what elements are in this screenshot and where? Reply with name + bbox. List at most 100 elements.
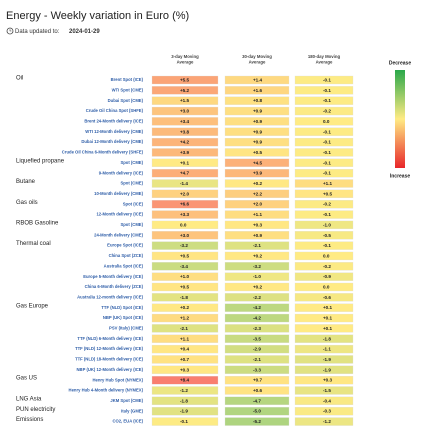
cell-value: -4.2: [253, 316, 261, 321]
cell-value: +0.3: [180, 367, 190, 372]
cell-value: +1.2: [180, 316, 190, 321]
cell: [294, 365, 354, 374]
cell-value: +1.0: [180, 274, 190, 279]
cell: [224, 282, 290, 292]
instrument: Henry Hub Spot (NYMEX): [93, 377, 144, 382]
instrument: NBP (UK) Spot (ICE): [103, 315, 144, 320]
cell: [294, 272, 354, 281]
cell-value: -0.1: [180, 419, 188, 424]
cell-value: +2.0: [180, 191, 190, 196]
cell: [151, 148, 219, 157]
instrument: Henry Hub 4-Month delivery (NYMEX): [69, 388, 144, 393]
cell: [294, 262, 354, 271]
cell-value: +0.1: [180, 160, 190, 165]
cell: [151, 189, 219, 199]
cell: [294, 179, 354, 188]
cell: [151, 200, 219, 209]
group-label: Thermal coal: [16, 241, 51, 247]
cell-value: +1.1: [253, 212, 263, 217]
cell-value: -0.1: [323, 212, 331, 217]
cell: [151, 334, 219, 343]
cell: [151, 241, 219, 250]
cell-value: +0.2: [253, 285, 263, 290]
updated-label: Data updated to:: [15, 29, 60, 35]
cell-value: +0.9: [253, 109, 263, 114]
cell-value: +0.1: [323, 316, 333, 321]
cell: [151, 86, 219, 95]
cell: [294, 189, 354, 199]
cell-value: +0.3: [323, 378, 333, 383]
cell: [224, 324, 290, 333]
cell-value: +0.1: [323, 305, 333, 310]
cell: [294, 417, 354, 426]
group-label: Butane: [16, 179, 36, 185]
cell: [151, 210, 219, 219]
cell: [224, 179, 290, 188]
cell-value: -0.1: [323, 243, 331, 248]
cell: [224, 148, 290, 157]
cell-value: -3.2: [253, 264, 261, 269]
cell-value: -3.3: [253, 367, 261, 372]
cell: [151, 168, 219, 178]
cell-value: -1.2: [180, 388, 188, 393]
cell: [294, 127, 354, 136]
cell-value: +4.2: [180, 140, 190, 145]
cell: [224, 210, 290, 219]
cell-value: +1.6: [253, 88, 263, 93]
cell: [294, 282, 354, 292]
cell: [294, 86, 354, 95]
instrument: Crude Oil China Spot (SHFE): [86, 108, 144, 113]
instrument: Brent 24-Month delivery (ICE): [84, 119, 143, 124]
cell: [294, 396, 354, 406]
cell-value: +0.5: [180, 285, 190, 290]
cell: [224, 344, 290, 354]
cell: [294, 168, 354, 178]
cell-value: +3.8: [180, 129, 190, 134]
cell-value: -0.1: [323, 150, 331, 155]
cell-value: +0.7: [180, 357, 190, 362]
cell: [294, 313, 354, 323]
cell-value: +1.4: [253, 78, 263, 83]
cell-value: +0.5: [323, 191, 333, 196]
group-label: PUN electricity: [16, 407, 55, 413]
cell-value: -1.8: [180, 295, 188, 300]
cell: [151, 303, 219, 312]
cell: [224, 137, 290, 147]
cell-value: -1.8: [180, 398, 188, 403]
cell-value: -1.2: [323, 419, 331, 424]
group-label: RBOB Gasoline: [16, 220, 59, 226]
cell: [294, 231, 354, 240]
instrument: 10-Month delivery (CME): [94, 191, 143, 196]
cell: [224, 200, 290, 209]
cell: [224, 158, 290, 167]
cell: [294, 241, 354, 250]
instrument: China 6-Month delivery (ZCE): [85, 284, 144, 289]
cell: [151, 231, 219, 240]
cell: [224, 386, 290, 395]
cell: [224, 251, 290, 261]
instrument: 24-Month delivery (CME): [94, 232, 143, 237]
cell: [224, 168, 290, 178]
cell-value: -0.1: [323, 98, 331, 103]
cell-value: -0.1: [323, 78, 331, 83]
cell-value: -3.4: [180, 264, 188, 269]
cell-value: 0.0: [323, 285, 330, 290]
cell: [151, 417, 219, 426]
cell: [151, 365, 219, 374]
instrument: JKM Spot (CME): [110, 398, 143, 403]
cell: [151, 117, 219, 126]
column-header: 30-day Moving Average: [242, 54, 272, 65]
cell: [151, 386, 219, 395]
instrument: China Spot (ZCE): [109, 253, 144, 258]
cell: [294, 137, 354, 147]
cell: [294, 117, 354, 126]
cell-value: -5.0: [253, 409, 261, 414]
cell-value: 0.0: [323, 119, 330, 124]
cell: [151, 272, 219, 281]
instrument: Europe Spot (ICE): [107, 243, 143, 248]
cell-value: -1.4: [180, 181, 188, 186]
instrument: TTF (NLD) 6-Month delivery (ICE): [77, 336, 143, 341]
instrument: Spot (CME): [120, 160, 143, 165]
cell: [294, 148, 354, 157]
instrument: 12-Month delivery (ICE): [96, 212, 143, 217]
